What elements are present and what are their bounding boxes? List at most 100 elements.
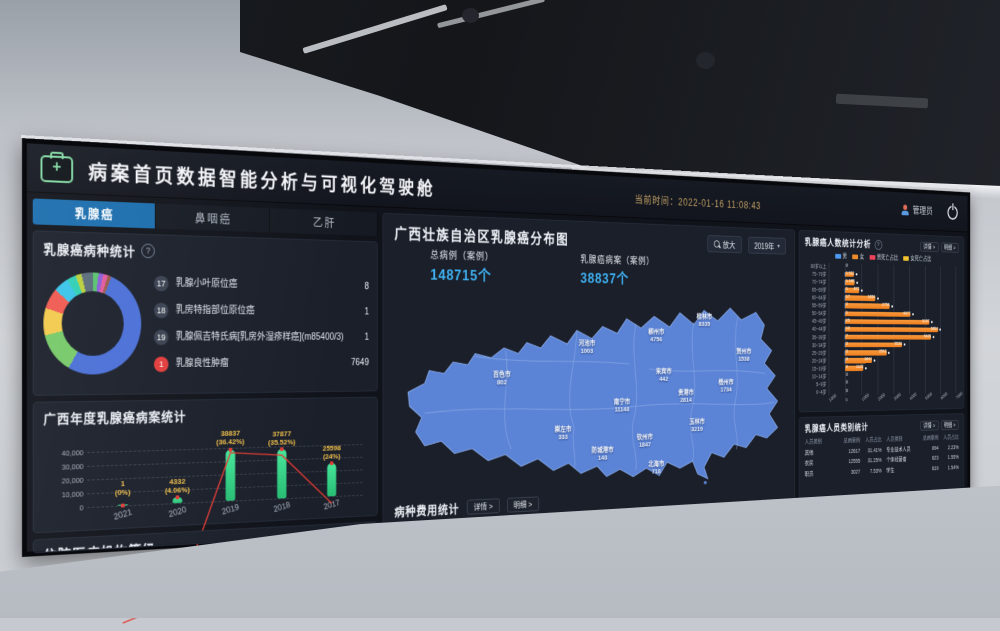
table-cell: 12617 bbox=[841, 447, 860, 455]
female-value: 1123 bbox=[856, 365, 863, 370]
detail-button[interactable]: 详情 > bbox=[920, 420, 938, 430]
legend-index-badge: 19 bbox=[154, 329, 168, 344]
female-value: 585 bbox=[849, 279, 855, 284]
age-label: 30~34岁 bbox=[805, 341, 829, 348]
age-label: 10~14岁 bbox=[805, 373, 829, 380]
value-dot bbox=[856, 281, 858, 283]
tab-3[interactable]: 乙肝 bbox=[270, 208, 377, 236]
value-dot bbox=[891, 305, 893, 307]
dashboard: 病案首页数据智能分析与可视化驾驶舱 当前时间：2022-01-16 11:08:… bbox=[27, 143, 968, 551]
table-cell: 12555 bbox=[841, 457, 860, 466]
detail-button[interactable]: 详情 > bbox=[920, 241, 938, 251]
year-value: 2019年 bbox=[754, 239, 774, 252]
dashboard-screen: 病案首页数据智能分析与可视化驾驶舱 当前时间：2022-01-16 11:08:… bbox=[22, 138, 970, 557]
male-value: 0 bbox=[846, 365, 848, 370]
admin-box[interactable]: 管理员 bbox=[901, 203, 932, 217]
male-value: 17 bbox=[846, 295, 850, 300]
male-value: 3 bbox=[846, 349, 848, 354]
center-column: 广西壮族自治区乳腺癌分布图 放大 2019年 ▾ bbox=[383, 213, 796, 527]
age-label: 65~69岁 bbox=[805, 286, 829, 294]
age-row: 10~14岁 0 bbox=[805, 372, 956, 380]
male-value: 0 bbox=[846, 263, 848, 268]
female-value: 532 bbox=[849, 271, 855, 276]
female-bar bbox=[845, 327, 938, 333]
ceiling-speaker-icon bbox=[462, 8, 479, 23]
legend-item[interactable]: 女死亡占比 bbox=[903, 254, 931, 263]
list-button[interactable]: 明细 > bbox=[507, 496, 539, 512]
zoom-button[interactable]: 放大 bbox=[707, 235, 741, 253]
table-cell: 623 bbox=[920, 454, 938, 462]
age-label: 25~29岁 bbox=[805, 349, 829, 356]
bar-value-label: 37877(35.52%) bbox=[268, 429, 295, 447]
age-track: 4077 1 bbox=[829, 311, 956, 317]
admin-label: 管理员 bbox=[913, 204, 933, 218]
male-value: 1 bbox=[846, 310, 848, 315]
medical-kit-icon bbox=[40, 154, 73, 182]
age-label: 55~59岁 bbox=[805, 302, 829, 309]
donut-chart bbox=[43, 271, 141, 374]
male-value: 1 bbox=[846, 287, 848, 292]
power-icon[interactable] bbox=[947, 205, 957, 220]
legend-item[interactable]: 女 bbox=[852, 252, 864, 261]
help-icon[interactable]: ? bbox=[141, 244, 155, 259]
table-cell: 1.55% bbox=[941, 453, 959, 461]
help-icon[interactable]: ? bbox=[874, 239, 881, 249]
table-cell: 个体经营者 bbox=[886, 455, 918, 464]
tab-2[interactable]: 鼻咽癌 bbox=[156, 203, 271, 232]
x-tick: 7000 bbox=[956, 392, 964, 401]
legend-index-badge: 18 bbox=[154, 302, 168, 318]
table-cell: 1.54% bbox=[941, 463, 959, 471]
legend-item[interactable]: 男 bbox=[835, 252, 847, 261]
legend-label: 乳腺小叶原位癌 bbox=[176, 278, 358, 292]
panel-title: 乳腺癌人员类别统计 bbox=[805, 421, 869, 435]
table-cell: 农民 bbox=[805, 458, 839, 467]
age-label: 45~49岁 bbox=[805, 318, 829, 325]
legend-value: 1 bbox=[364, 307, 368, 317]
table-cell: 7.53% bbox=[863, 467, 882, 476]
year-dropdown[interactable]: 2019年 ▾ bbox=[748, 236, 786, 254]
list-button[interactable]: 明细 > bbox=[941, 242, 959, 252]
detail-button[interactable]: 详情 > bbox=[467, 498, 500, 514]
legend-label: 男 bbox=[843, 252, 847, 261]
tab-1[interactable]: 乳腺癌 bbox=[33, 198, 156, 228]
table-cell: 3027 bbox=[841, 468, 860, 477]
stat-value: 148715个 bbox=[430, 262, 494, 285]
female-value: 1856 bbox=[868, 295, 876, 300]
table-cell: 894 bbox=[920, 444, 938, 452]
table-header-cell: 总病案例 bbox=[841, 436, 860, 444]
age-track: 0 bbox=[829, 373, 956, 379]
female-value: 4077 bbox=[903, 311, 910, 316]
y-axis-tick: 20,000 bbox=[62, 475, 84, 485]
x-tick: 0 bbox=[845, 398, 849, 403]
value-dot bbox=[855, 273, 857, 275]
list-button[interactable]: 明细 > bbox=[941, 420, 959, 430]
value-dot bbox=[861, 289, 863, 291]
table-cell: 619 bbox=[920, 464, 938, 472]
male-value: 3 bbox=[846, 342, 848, 347]
female-bar bbox=[845, 335, 931, 340]
male-value: 0 bbox=[846, 373, 848, 378]
legend-item[interactable]: 男死亡占比 bbox=[869, 253, 898, 262]
